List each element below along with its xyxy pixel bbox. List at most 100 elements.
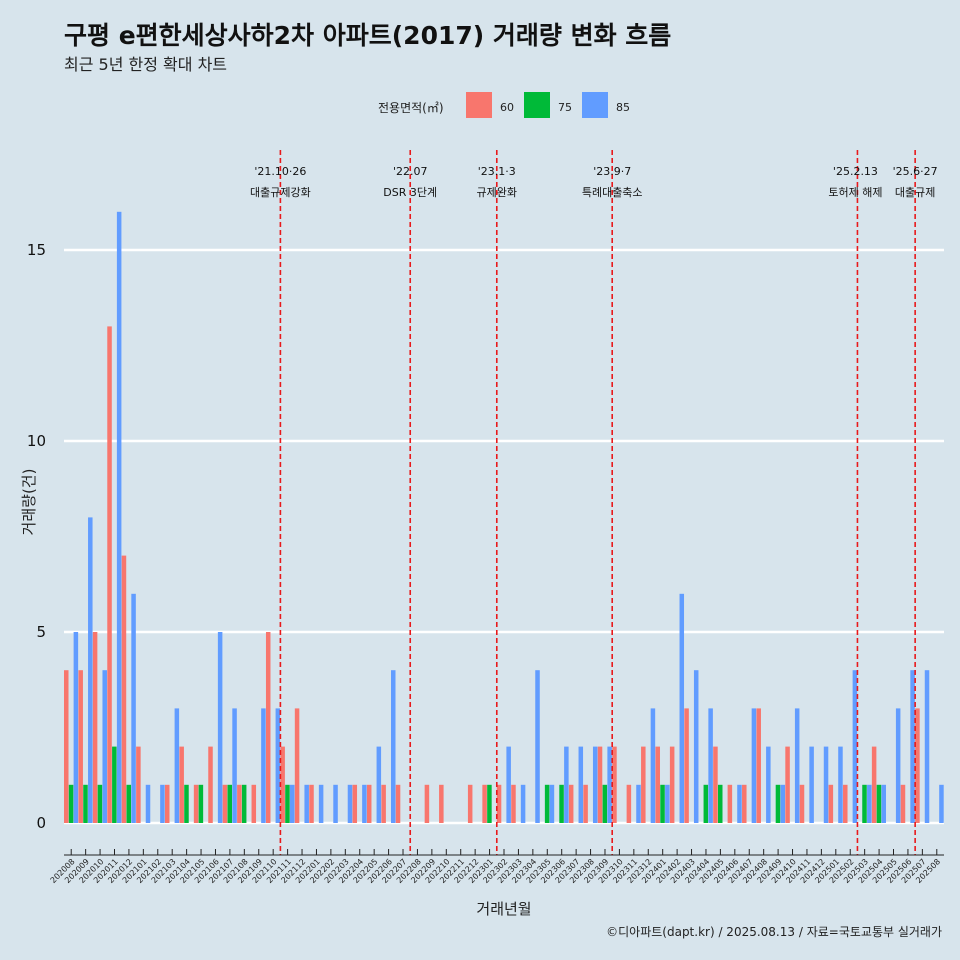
bar-60-202009 [78, 670, 83, 823]
bar-85-202011 [116, 211, 122, 824]
bar-85-202409 [780, 784, 786, 823]
bar-85-202407 [751, 708, 757, 823]
bar-75-202401 [660, 784, 665, 823]
bar-85-202106 [217, 632, 223, 823]
bar-60-202302 [496, 784, 502, 823]
bar-60-202410 [785, 746, 790, 823]
bar-60-202107 [222, 784, 228, 823]
bar-85-202506 [910, 670, 915, 823]
event-date: '23.9·7 [593, 165, 631, 178]
y-tick-label: 10 [27, 432, 46, 450]
bar-60-202111 [280, 746, 285, 823]
bar-75-202010 [97, 784, 103, 823]
event-label: 규제완화 [477, 186, 517, 199]
bar-75-202111 [285, 784, 290, 823]
bar-60-202210 [439, 784, 444, 823]
bar-75-202104 [184, 784, 189, 823]
bar-60-202310 [612, 746, 617, 823]
annotations: '21.10·26 대출규제강화 '22.07 DSR 3단계 '23.1·3 규제완화 '… [250, 150, 938, 855]
legend-label-75: 75 [558, 101, 572, 114]
bar-60-202501 [828, 784, 834, 823]
event-label: 특례대출축소 [582, 186, 643, 199]
bar-85-202309 [607, 746, 612, 823]
bar-60-202303 [511, 784, 516, 823]
bar-75-202309 [602, 784, 608, 823]
bar-85-202403 [693, 670, 699, 823]
bar-75-202105 [198, 784, 204, 823]
bar-85-202412 [823, 746, 829, 823]
bar-60-202212 [467, 784, 473, 823]
event-label: 대출규제 [895, 186, 935, 199]
bar-60-202112 [294, 708, 300, 823]
bar-60-202011 [107, 326, 112, 823]
bar-85-202307 [578, 746, 584, 823]
bar-60-202411 [799, 784, 805, 823]
bar-85-202402 [679, 593, 685, 823]
bar-85-202411 [809, 746, 814, 823]
bar-60-202301 [482, 784, 487, 823]
bar-85-202107 [232, 708, 237, 823]
bar-60-202402 [669, 746, 675, 823]
bar-75-202008 [68, 784, 74, 823]
bar-85-202103 [174, 708, 180, 823]
bar-85-202010 [102, 670, 107, 823]
event-date: '23.1·3 [478, 165, 516, 178]
bar-75-202107 [227, 784, 233, 823]
caption: ©디아파트(dapt.kr) / 2025.08.13 / 자료=국토교통부 실… [606, 925, 942, 939]
bar-60-202308 [583, 784, 588, 823]
bar-60-202406 [727, 784, 733, 823]
bar-60-202105 [193, 784, 199, 823]
bar-60-202109 [251, 784, 257, 823]
bar-75-202504 [876, 784, 882, 823]
bar-85-202502 [852, 670, 858, 823]
bar-85-202201 [318, 784, 324, 823]
bar-85-202410 [794, 708, 800, 823]
bar-60-202205 [366, 784, 372, 823]
bar-60-202407 [742, 784, 747, 823]
bar-60-202106 [208, 746, 213, 823]
bar-85-202406 [737, 784, 742, 823]
legend-swatch-85 [582, 92, 608, 118]
bar-85-202303 [520, 784, 526, 823]
bar-75-202409 [775, 784, 781, 823]
event-date: '25.6·27 [893, 165, 938, 178]
bar-60-202405 [713, 746, 718, 823]
bar-60-202309 [597, 746, 603, 823]
event-label: 토허제 해제 [828, 185, 882, 199]
bar-85-202505 [895, 708, 901, 823]
bar-85-202508 [939, 784, 944, 823]
bar-60-202408 [756, 708, 761, 823]
bar-60-202209 [424, 784, 430, 823]
bar-75-202306 [559, 784, 564, 823]
bar-85-202101 [145, 784, 151, 823]
bar-60-202201 [309, 784, 314, 823]
event-label: 대출규제강화 [250, 186, 311, 199]
bar-60-202307 [568, 784, 574, 823]
bar-60-202507 [915, 708, 920, 823]
bar-60-202207 [395, 784, 401, 823]
bar-60-202104 [179, 746, 184, 823]
event-label: DSR 3단계 [383, 186, 437, 199]
x-axis-title: 거래년월 [476, 900, 531, 918]
bar-60-202312 [641, 746, 646, 823]
bar-85-202302 [506, 746, 511, 823]
event-date: '21.10·26 [254, 165, 306, 178]
bar-85-202507 [924, 670, 930, 823]
bar-75-202012 [126, 784, 132, 823]
y-tick-label: 0 [36, 814, 46, 832]
legend: 전용면적(㎡) 60 75 85 [378, 92, 630, 118]
bar-60-202012 [121, 555, 127, 823]
event-date: '25.2.13 [833, 165, 878, 178]
bar-85-202008 [73, 632, 79, 823]
bar-85-202404 [708, 708, 713, 823]
event-date: '22.07 [393, 165, 428, 178]
bar-60-202206 [381, 784, 386, 823]
bar-85-202109 [261, 708, 266, 823]
bar-75-202011 [112, 746, 117, 823]
bar-85-202304 [535, 670, 540, 823]
bar-75-202404 [703, 784, 709, 823]
bar-85-202009 [88, 517, 93, 823]
bar-60-202101 [136, 746, 141, 823]
bar-60-202110 [265, 632, 271, 823]
